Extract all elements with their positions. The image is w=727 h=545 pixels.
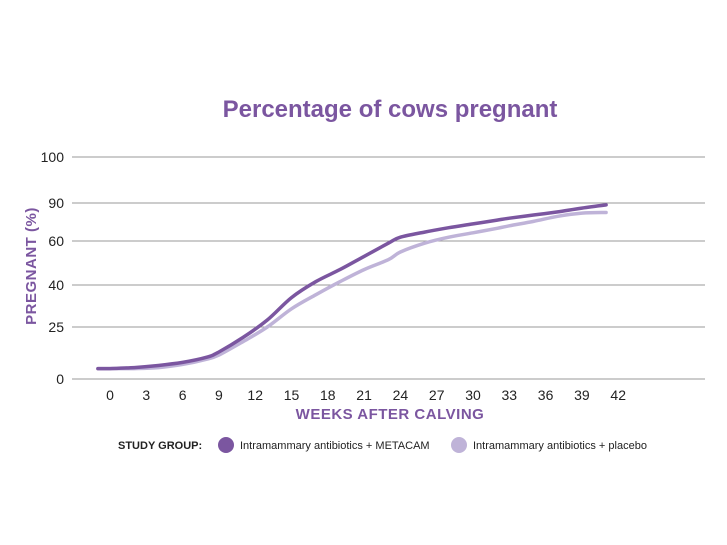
legend-swatch-metacam <box>218 437 234 453</box>
y-tick-label: 0 <box>56 371 64 387</box>
chart-title: Percentage of cows pregnant <box>223 96 558 123</box>
y-tick-label: 60 <box>48 233 64 249</box>
x-tick-label: 12 <box>247 387 263 403</box>
x-tick-label: 9 <box>215 387 223 403</box>
x-tick-label: 15 <box>284 387 300 403</box>
y-tick-label: 40 <box>48 277 64 293</box>
gridlines <box>72 156 705 380</box>
x-tick-label: 21 <box>356 387 372 403</box>
x-tick-label: 6 <box>179 387 187 403</box>
x-tick-label: 39 <box>574 387 590 403</box>
y-axis-ticks: 0 25 40 60 90 100 <box>41 149 65 387</box>
legend-title: STUDY GROUP: <box>118 440 202 452</box>
x-tick-label: 30 <box>465 387 481 403</box>
x-axis-ticks: 0 3 6 9 12 15 18 21 24 27 30 33 36 39 42 <box>106 387 626 403</box>
x-tick-label: 3 <box>142 387 150 403</box>
x-axis-title: WEEKS AFTER CALVING <box>296 406 485 423</box>
y-tick-label: 90 <box>48 195 64 211</box>
x-tick-label: 42 <box>610 387 626 403</box>
x-tick-label: 24 <box>393 387 409 403</box>
legend-label-placebo: Intramammary antibiotics + placebo <box>473 440 647 452</box>
x-tick-label: 36 <box>538 387 554 403</box>
legend: STUDY GROUP: Intramammary antibiotics + … <box>118 437 647 453</box>
series-lines <box>96 203 608 371</box>
x-tick-label: 27 <box>429 387 445 403</box>
series-line-metacam <box>96 203 608 371</box>
x-tick-label: 33 <box>502 387 518 403</box>
x-tick-label: 18 <box>320 387 336 403</box>
series-line-placebo <box>96 210 608 371</box>
y-axis-title: PREGNANT (%) <box>23 207 40 325</box>
legend-label-metacam: Intramammary antibiotics + METACAM <box>240 440 430 452</box>
x-tick-label: 0 <box>106 387 114 403</box>
y-tick-label: 100 <box>41 149 65 165</box>
legend-swatch-placebo <box>451 437 467 453</box>
y-tick-label: 25 <box>48 319 64 335</box>
